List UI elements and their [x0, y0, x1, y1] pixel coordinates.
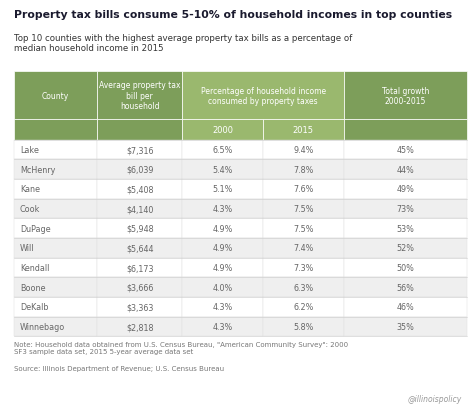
Text: 46%: 46% [396, 303, 414, 312]
Text: 4.0%: 4.0% [213, 283, 233, 292]
Text: 6.2%: 6.2% [293, 303, 313, 312]
Text: 2000: 2000 [212, 126, 233, 135]
Text: $6,173: $6,173 [126, 263, 154, 273]
Text: 49%: 49% [396, 185, 414, 194]
Text: 56%: 56% [396, 283, 414, 292]
Text: Percentage of household income
consumed by property taxes: Percentage of household income consumed … [201, 86, 326, 106]
Text: Total growth
2000-2015: Total growth 2000-2015 [382, 86, 429, 106]
Text: 52%: 52% [396, 244, 414, 253]
Text: 7.8%: 7.8% [293, 165, 313, 174]
Text: Source: Illinois Department of Revenue; U.S. Census Bureau: Source: Illinois Department of Revenue; … [14, 366, 224, 371]
Text: $5,948: $5,948 [126, 224, 154, 233]
Text: Boone: Boone [20, 283, 46, 292]
Text: 7.6%: 7.6% [293, 185, 313, 194]
Text: 9.4%: 9.4% [293, 146, 313, 155]
Text: 6.3%: 6.3% [293, 283, 313, 292]
Text: Kendall: Kendall [20, 263, 49, 273]
Text: Lake: Lake [20, 146, 39, 155]
Text: 4.9%: 4.9% [213, 263, 233, 273]
Text: 53%: 53% [396, 224, 414, 233]
Text: Cook: Cook [20, 204, 40, 214]
Text: 7.5%: 7.5% [293, 224, 314, 233]
Text: $2,818: $2,818 [126, 322, 154, 331]
Text: 5.8%: 5.8% [293, 322, 313, 331]
Text: Top 10 counties with the highest average property tax bills as a percentage of
m: Top 10 counties with the highest average… [14, 34, 353, 53]
Text: 35%: 35% [396, 322, 414, 331]
Text: 7.5%: 7.5% [293, 204, 314, 214]
Text: 7.4%: 7.4% [293, 244, 313, 253]
Text: $7,316: $7,316 [126, 146, 154, 155]
Text: 4.9%: 4.9% [213, 244, 233, 253]
Text: $5,644: $5,644 [126, 244, 154, 253]
Text: @illinoispolicy: @illinoispolicy [408, 394, 462, 404]
Text: $4,140: $4,140 [126, 204, 154, 214]
Text: Kane: Kane [20, 185, 40, 194]
Text: Will: Will [20, 244, 35, 253]
Text: 50%: 50% [396, 263, 414, 273]
Text: DeKalb: DeKalb [20, 303, 48, 312]
Text: McHenry: McHenry [20, 165, 55, 174]
Text: DuPage: DuPage [20, 224, 51, 233]
Text: $3,666: $3,666 [126, 283, 154, 292]
Text: Property tax bills consume 5-10% of household incomes in top counties: Property tax bills consume 5-10% of hous… [14, 10, 452, 20]
Text: County: County [42, 92, 69, 100]
Text: 5.1%: 5.1% [213, 185, 233, 194]
Text: 2015: 2015 [293, 126, 314, 135]
Text: 4.3%: 4.3% [213, 303, 233, 312]
Text: Winnebago: Winnebago [20, 322, 65, 331]
Text: 7.3%: 7.3% [293, 263, 313, 273]
Text: $6,039: $6,039 [126, 165, 154, 174]
Text: Note: Household data obtained from U.S. Census Bureau, "American Community Surve: Note: Household data obtained from U.S. … [14, 341, 348, 354]
Text: $3,363: $3,363 [126, 303, 154, 312]
Text: 4.9%: 4.9% [213, 224, 233, 233]
Text: 45%: 45% [396, 146, 414, 155]
Text: 73%: 73% [396, 204, 414, 214]
Text: $5,408: $5,408 [126, 185, 154, 194]
Text: 4.3%: 4.3% [213, 322, 233, 331]
Text: 6.5%: 6.5% [213, 146, 233, 155]
Text: 4.3%: 4.3% [213, 204, 233, 214]
Text: 5.4%: 5.4% [213, 165, 233, 174]
Text: Average property tax
bill per
household: Average property tax bill per household [99, 81, 181, 111]
Text: 44%: 44% [396, 165, 414, 174]
